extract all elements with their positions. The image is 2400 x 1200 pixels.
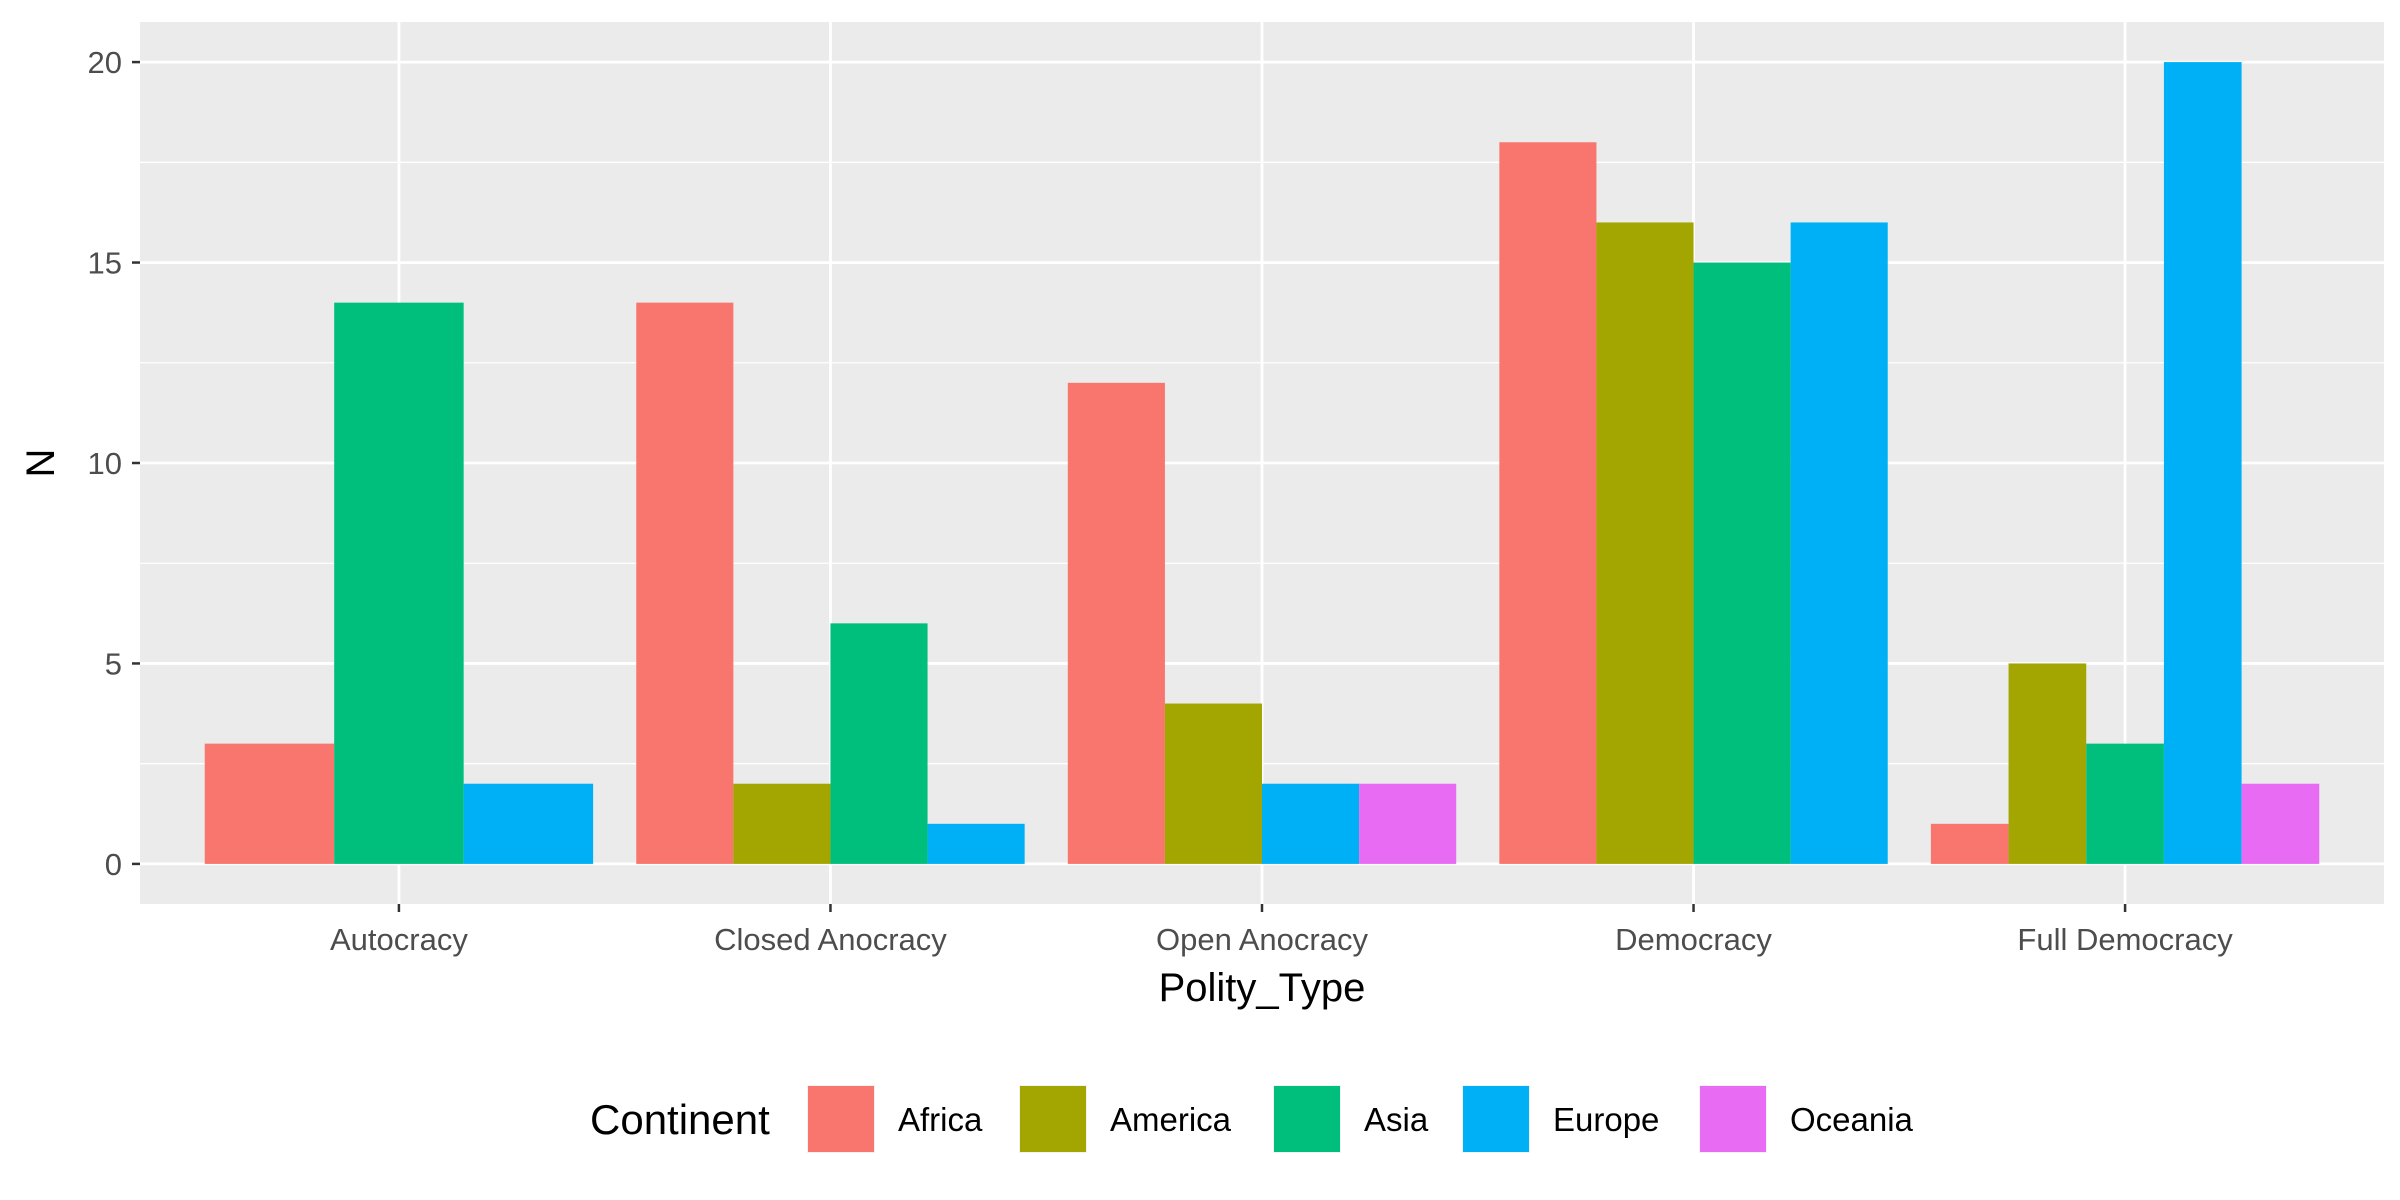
legend-label-asia: Asia (1364, 1101, 1429, 1138)
y-tick-label: 0 (105, 847, 122, 882)
bar-open-anocracy-america (1164, 703, 1262, 864)
bar-full-democracy-oceania (2241, 783, 2320, 864)
bar-democracy-america (1596, 222, 1694, 864)
y-axis-title: N (19, 449, 63, 478)
legend-label-america: America (1110, 1101, 1232, 1138)
x-tick-label: Democracy (1615, 922, 1772, 957)
bar-full-democracy-africa (1930, 823, 2009, 864)
bar-closed-anocracy-america (733, 783, 831, 864)
y-tick-label: 15 (88, 246, 122, 281)
y-tick-label: 5 (105, 646, 122, 681)
legend-label-oceania: Oceania (1790, 1101, 1914, 1138)
bar-autocracy-asia (334, 302, 464, 864)
legend-key-america (1020, 1086, 1086, 1152)
y-tick-label: 20 (88, 45, 122, 80)
bar-full-democracy-asia (2086, 743, 2164, 864)
y-axis: 0 5 10 15 20 (88, 45, 140, 882)
x-tick-label: Open Anocracy (1156, 922, 1368, 957)
legend-key-asia (1274, 1086, 1340, 1152)
legend-key-europe (1463, 1086, 1529, 1152)
bar-full-democracy-america (2008, 663, 2087, 864)
legend-label-africa: Africa (898, 1101, 983, 1138)
bar-democracy-europe (1790, 222, 1888, 864)
bar-closed-anocracy-europe (927, 823, 1025, 864)
legend-title: Continent (590, 1096, 770, 1143)
legend-key-africa (808, 1086, 874, 1152)
bar-closed-anocracy-africa (636, 302, 734, 864)
bar-autocracy-europe (463, 783, 594, 864)
x-tick-label: Closed Anocracy (714, 922, 947, 957)
y-tick-label: 10 (88, 446, 122, 481)
bar-open-anocracy-europe (1262, 783, 1360, 864)
bar-autocracy-africa (204, 743, 335, 864)
bar-democracy-asia (1693, 262, 1791, 864)
x-tick-label: Autocracy (330, 922, 468, 957)
x-axis-title: Polity_Type (1159, 966, 1366, 1010)
legend-key-oceania (1700, 1086, 1766, 1152)
bars (204, 62, 2320, 864)
bar-open-anocracy-africa (1067, 382, 1165, 864)
x-axis: Autocracy Closed Anocracy Open Anocracy Dem… (330, 904, 2233, 957)
bar-open-anocracy-oceania (1359, 783, 1457, 864)
bar-full-democracy-europe (2163, 62, 2242, 864)
legend: Continent Africa America Asia Europe Oceania (590, 1085, 1914, 1153)
bar-democracy-africa (1499, 142, 1597, 864)
legend-label-europe: Europe (1553, 1101, 1659, 1138)
x-tick-label: Full Democracy (2017, 922, 2233, 957)
bar-closed-anocracy-asia (830, 623, 928, 864)
